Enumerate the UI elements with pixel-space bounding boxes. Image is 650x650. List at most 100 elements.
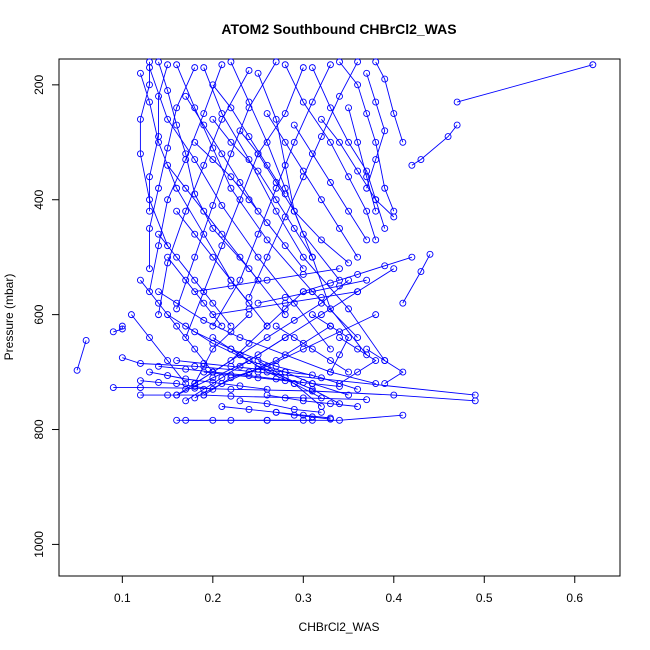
y-tick-label: 200: [32, 75, 46, 95]
data-point: [155, 362, 162, 370]
data-point: [336, 92, 343, 100]
data-point: [182, 276, 190, 284]
data-point: [354, 334, 362, 342]
series-line: [194, 325, 331, 399]
data-point: [164, 115, 172, 123]
series-line: [212, 119, 313, 258]
data-point: [290, 299, 298, 307]
data-point: [336, 334, 343, 342]
data-point: [308, 288, 316, 296]
data-point: [236, 362, 244, 370]
plot-area: [58, 58, 621, 577]
data-point: [200, 230, 208, 238]
y-tick-label: 800: [32, 419, 46, 439]
x-tick-label: 0.5: [476, 591, 493, 605]
series-line: [375, 61, 404, 143]
data-point: [354, 81, 362, 89]
data-point: [254, 299, 262, 307]
data-point: [209, 322, 217, 330]
data-point: [336, 265, 343, 273]
series-line: [139, 61, 169, 246]
data-point: [182, 380, 190, 388]
data-point: [109, 328, 117, 336]
series-line: [239, 400, 322, 413]
data-point: [245, 67, 253, 74]
data-point: [155, 184, 162, 192]
series-line: [76, 340, 87, 371]
series-line: [258, 279, 367, 304]
data-point: [327, 357, 334, 365]
data-point: [263, 276, 271, 284]
data-point: [182, 156, 190, 163]
data-point: [363, 184, 371, 192]
series-line: [212, 64, 331, 327]
data-point: [272, 408, 280, 416]
series-line: [185, 337, 286, 402]
data-point: [336, 416, 343, 424]
data-point: [345, 276, 352, 284]
data-point: [227, 416, 235, 424]
data-point: [290, 121, 298, 129]
data-point: [290, 207, 298, 215]
data-point: [118, 354, 126, 362]
data-point: [399, 411, 407, 419]
data-point: [381, 127, 389, 135]
data-point: [218, 403, 226, 410]
data-point: [245, 368, 253, 376]
data-point: [345, 259, 352, 267]
data-point: [327, 415, 334, 423]
data-point: [155, 299, 162, 307]
series-line: [203, 67, 386, 361]
y-axis-label: Pressure (mbar): [2, 274, 16, 361]
data-point: [209, 156, 217, 163]
data-point: [390, 265, 398, 273]
series-line: [212, 291, 358, 316]
data-point: [381, 380, 389, 388]
data-point: [354, 385, 362, 393]
data-point: [281, 190, 289, 198]
data-point: [308, 150, 316, 158]
series-lines: [76, 61, 594, 421]
data-point: [390, 110, 398, 118]
data-point: [281, 61, 289, 69]
data-point: [209, 416, 217, 424]
data-point: [263, 334, 271, 342]
data-point: [209, 334, 217, 342]
data-point: [327, 368, 334, 376]
data-point: [227, 362, 235, 370]
series-line: [248, 61, 358, 298]
plot-frame: [58, 58, 621, 577]
data-point: [263, 416, 271, 424]
series-line: [149, 67, 331, 350]
data-point: [317, 374, 325, 382]
data-point: [290, 225, 298, 232]
series-line: [284, 64, 377, 241]
data-point: [155, 311, 162, 319]
data-point: [372, 98, 380, 106]
data-point: [227, 184, 235, 192]
data-point: [290, 316, 298, 324]
data-point: [209, 385, 217, 393]
data-point: [227, 322, 235, 330]
data-point: [182, 207, 190, 215]
data-point: [336, 58, 343, 66]
data-point: [227, 104, 235, 112]
data-point: [182, 375, 190, 383]
data-point: [173, 357, 181, 365]
data-point: [254, 276, 262, 284]
data-point: [191, 362, 199, 370]
data-point: [136, 391, 144, 399]
data-point: [372, 311, 380, 319]
data-point: [363, 236, 371, 244]
data-point: [471, 397, 479, 405]
data-point: [336, 282, 343, 290]
data-point: [236, 127, 244, 135]
data-point: [299, 397, 307, 405]
data-point: [299, 230, 307, 238]
data-point: [146, 58, 153, 66]
data-point: [227, 345, 235, 353]
data-point: [272, 322, 280, 330]
data-point: [345, 207, 352, 215]
data-point: [146, 265, 153, 273]
